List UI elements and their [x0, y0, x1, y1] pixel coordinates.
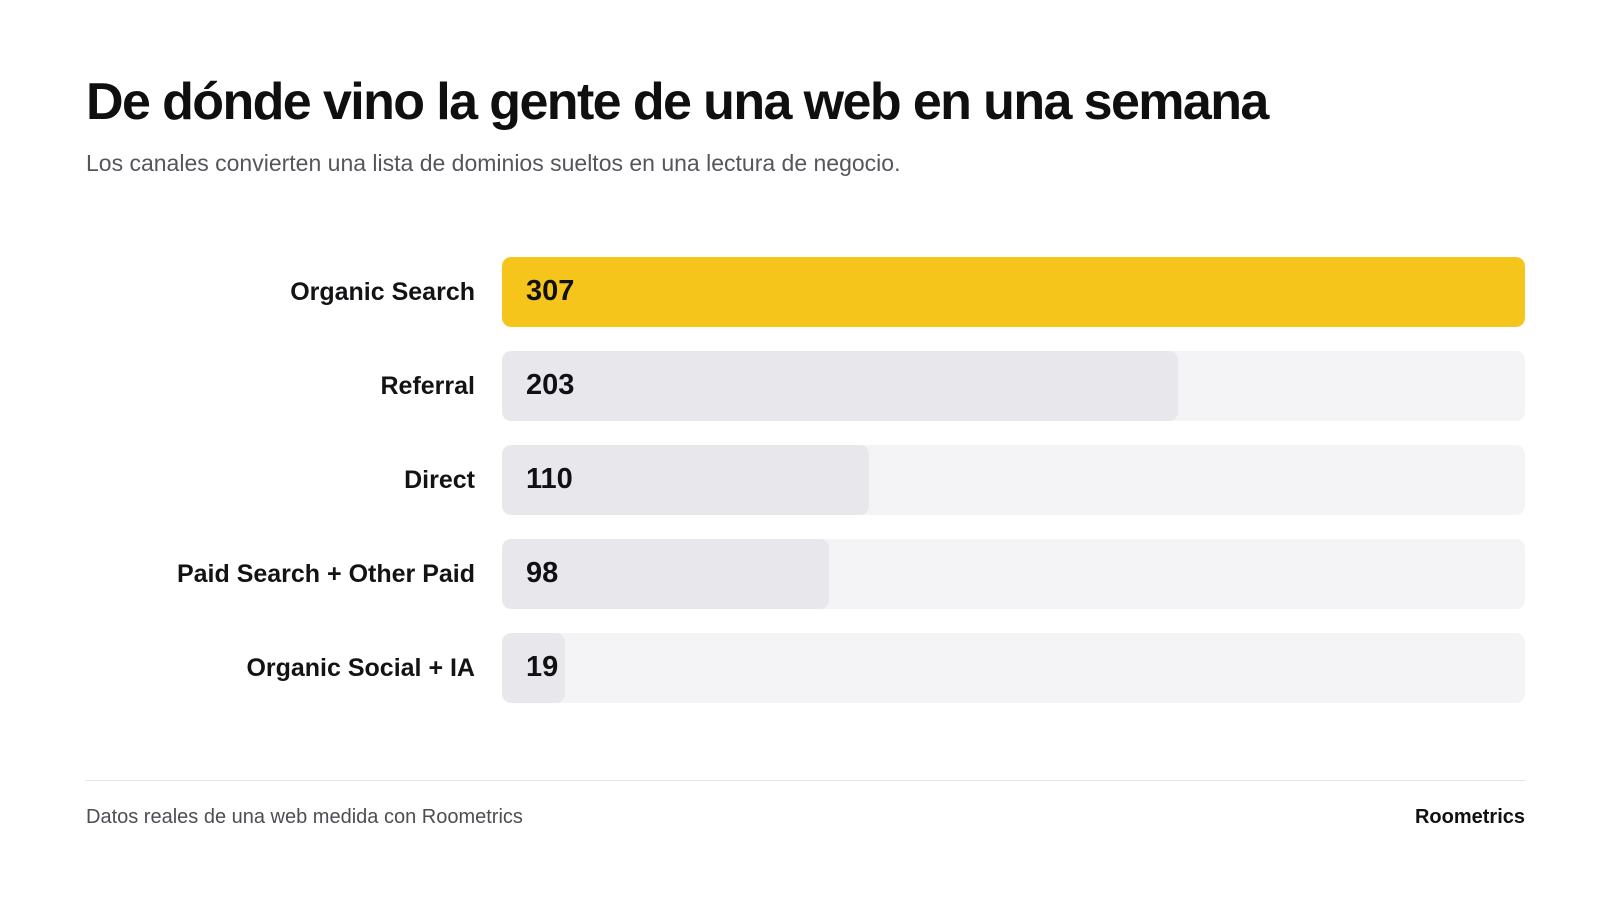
bar-value-label: 203 [526, 369, 575, 401]
brand-name: Roometrics [1414, 806, 1525, 828]
bar-track: 110 [502, 445, 1525, 515]
category-label: Organic Social + IA [246, 654, 475, 682]
category-label: Direct [404, 466, 475, 494]
bar-track: 19 [502, 633, 1525, 703]
bar-value-label: 19 [526, 651, 559, 683]
category-label: Paid Search + Other Paid [176, 560, 475, 588]
bar [502, 257, 1525, 327]
bar [502, 633, 565, 703]
bar-row: Organic Search 307 [0, 257, 1600, 327]
bar-track: 203 [502, 351, 1525, 421]
bar-value-label: 110 [526, 463, 573, 495]
bar-row: Paid Search + Other Paid 98 [0, 539, 1600, 609]
chart-title: De dónde vino la gente de una web en una… [86, 73, 1269, 131]
source-note: Datos reales de una web medida con Roome… [86, 806, 523, 828]
bar [502, 539, 829, 609]
bar-track: 98 [502, 539, 1525, 609]
bar-track: 307 [502, 257, 1525, 327]
category-label: Organic Search [290, 278, 475, 306]
bar-value-label: 98 [526, 557, 559, 589]
bar-row: Direct 110 [0, 445, 1600, 515]
bar-row: Referral 203 [0, 351, 1600, 421]
bar [502, 445, 869, 515]
chart-subtitle: Los canales convierten una lista de domi… [86, 150, 901, 176]
footer-divider [86, 780, 1525, 781]
category-label: Referral [380, 372, 476, 400]
bar-value-label: 307 [526, 275, 575, 307]
bar-row: Organic Social + IA 19 [0, 633, 1600, 703]
bar [502, 351, 1178, 421]
